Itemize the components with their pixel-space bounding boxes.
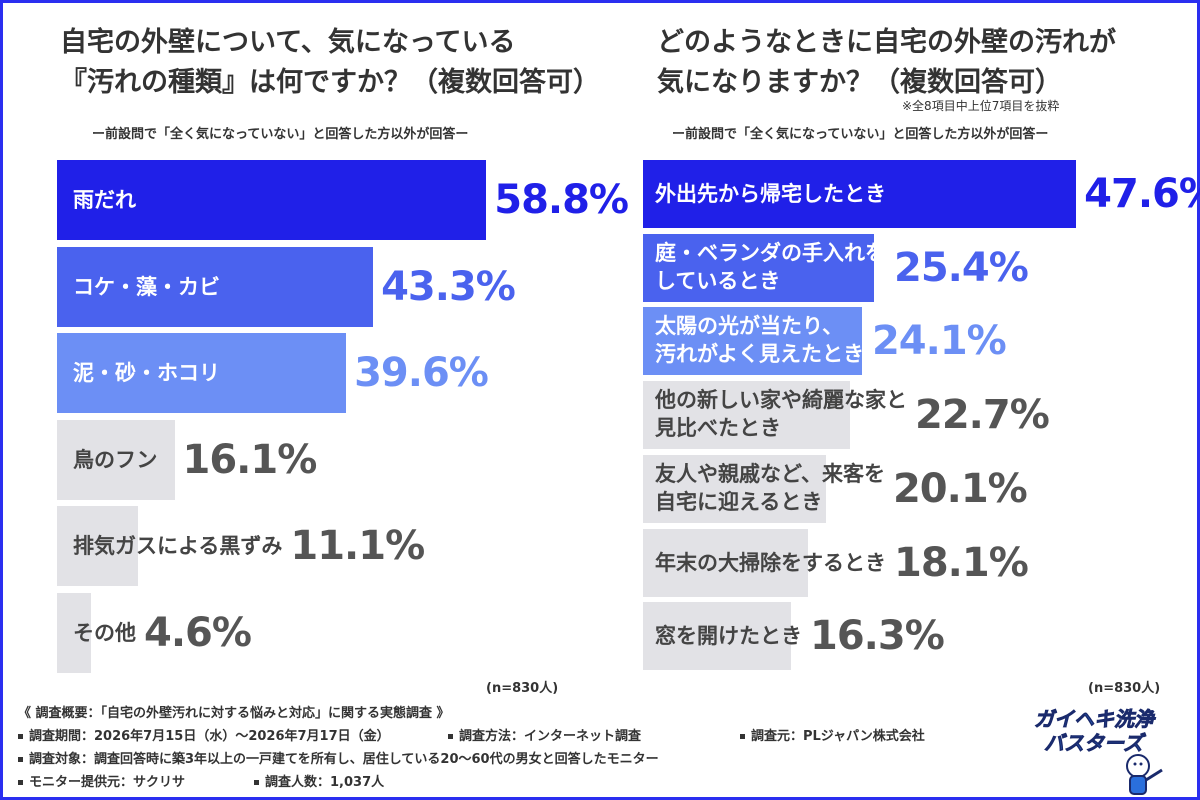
bar-label-line2: 自宅に迎えるとき	[655, 489, 823, 514]
right-title-line2: 気になりますか？（複数回答可）	[657, 67, 1062, 98]
bar-value-label: 20.1%	[892, 465, 1028, 512]
bar-label: 友人や親戚など、来客を 自宅に迎えるとき	[655, 460, 885, 516]
bullet-icon	[254, 780, 259, 785]
bar-label: 庭・ベランダの手入れを しているとき	[655, 239, 886, 295]
bar-label-line1: 太陽の光が当たり、	[655, 314, 844, 339]
bar-label: コケ・藻・カビ	[73, 274, 220, 299]
left-n-label: (n=830人)	[486, 681, 559, 696]
bar-label-line2: しているとき	[655, 268, 781, 293]
bar	[643, 307, 863, 376]
bar-label: 年末の大掃除をするとき	[655, 550, 886, 575]
bar-label: 外出先から帰宅したとき	[655, 182, 886, 206]
right-title-line1: どのようなときに自宅の外壁の汚れが	[657, 27, 1116, 58]
survey-count: 調査人数：1,037人	[254, 771, 384, 790]
logo-text-line1: ガイヘキ洗浄	[1034, 707, 1156, 731]
survey-period: 調査期間：2026年7月15日（水）〜2026年7月17日（金）	[18, 725, 390, 744]
bar-label: 鳥のフン	[73, 447, 158, 472]
bar	[643, 454, 826, 523]
left-title-line1: 自宅の外壁について、気になっている	[60, 27, 516, 58]
right-n-label: (n=830人)	[1088, 681, 1161, 696]
bar-value-label: 22.7%	[915, 392, 1050, 439]
bullet-icon	[18, 757, 23, 762]
bar-value-label: 4.6%	[144, 609, 252, 656]
bar	[643, 528, 808, 597]
bar-value-label: 43.3%	[381, 263, 516, 310]
bullet-icon	[740, 734, 745, 739]
bullet-icon	[18, 780, 23, 785]
survey-target: 調査対象：調査回答時に築3年以上の一戸建てを所有し、居住している20〜60代の男…	[18, 748, 659, 767]
bar-value-label: 24.1%	[871, 318, 1007, 365]
bar-label-line2: 見比べたとき	[655, 416, 781, 441]
bar	[57, 160, 487, 240]
bar	[57, 419, 175, 500]
left-title-line2: 『汚れの種類』は何ですか？（複数回答可）	[60, 67, 600, 98]
bar-value-label: 18.1%	[894, 539, 1029, 586]
left-subtitle: ー前設問で「全く気になっていない」と回答した方以外が回答ー	[92, 127, 469, 142]
bar	[643, 160, 1077, 228]
brand-logo: ガイヘキ洗浄 バスターズ	[1034, 707, 1163, 795]
logo-text-line2: バスターズ	[1044, 731, 1147, 755]
survey-provider: モニター提供元：サクリサ	[18, 771, 185, 790]
bar-label-line1: 庭・ベランダの手入れを	[655, 240, 886, 265]
survey-summary-title: 《 調査概要：「自宅の外壁汚れに対する悩みと対応」に関する実態調査 》	[18, 706, 450, 721]
survey-method: 調査方法：インターネット調査	[448, 725, 641, 744]
right-subtitle: ー前設問で「全く気になっていない」と回答した方以外が回答ー	[672, 127, 1049, 142]
bar	[643, 233, 875, 302]
bar	[643, 381, 850, 450]
bar-label: その他	[73, 620, 136, 645]
bar-value-label: 47.6%	[1084, 171, 1200, 217]
bar-label: 泥・砂・ホコリ	[73, 361, 220, 385]
bar	[57, 506, 139, 586]
bar-label: 雨だれ	[73, 188, 136, 212]
bar-label-line1: 友人や親戚など、来客を	[655, 461, 885, 486]
bar	[57, 333, 347, 413]
bar-value-label: 11.1%	[290, 523, 425, 569]
bar	[643, 602, 792, 671]
bar-label-line2: 汚れがよく見えたとき	[655, 342, 864, 367]
bar-label: 窓を開けたとき	[655, 624, 802, 649]
bar-value-label: 16.1%	[182, 436, 318, 483]
bullet-icon	[18, 734, 23, 739]
bar-value-label: 58.8%	[494, 177, 629, 223]
bullet-icon	[448, 734, 453, 739]
bar-value-label: 16.3%	[810, 613, 945, 660]
bar	[57, 592, 91, 673]
bar-label: 他の新しい家や綺麗な家と 見比べたとき	[655, 386, 907, 442]
bar-label: 太陽の光が当たり、 汚れがよく見えたとき	[655, 312, 864, 368]
mascot-icon	[1126, 754, 1163, 795]
bar-label-line1: 他の新しい家や綺麗な家と	[655, 388, 907, 413]
bar-label: 排気ガスによる黒ずみ	[73, 534, 283, 558]
bar-value-label: 25.4%	[894, 244, 1029, 291]
bar-value-label: 39.6%	[354, 350, 489, 396]
survey-source: 調査元：PLジャパン株式会社	[740, 725, 925, 744]
right-note: ※全8項目中上位7項目を抜粋	[902, 99, 1060, 113]
bar	[57, 246, 374, 327]
